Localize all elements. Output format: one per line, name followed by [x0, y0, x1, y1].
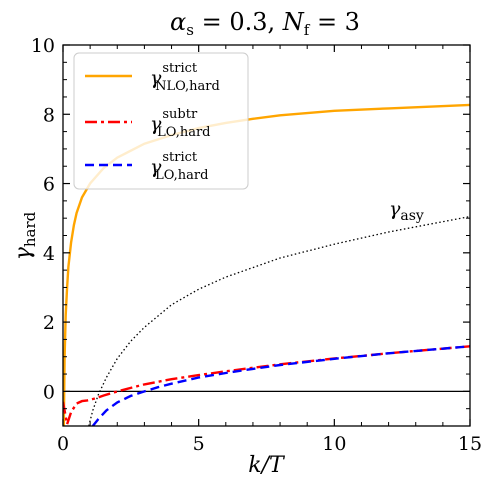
y-axis-title: γhard: [11, 211, 39, 260]
legend: γstrict NLO,hard γsubtr LO,hard γstrict LO,…: [73, 52, 249, 190]
series-line-subtr: [63, 345, 470, 425]
axis-ticks: 0 5 10 15 0 2 4 6 8 10: [31, 35, 482, 455]
series-line-strict: [91, 345, 470, 426]
y-tick-label: 10: [31, 35, 55, 57]
x-tick-label: 5: [193, 433, 205, 455]
x-tick-label: 15: [458, 433, 482, 455]
x-axis-title: k/T: [248, 453, 286, 478]
y-tick-label: 8: [43, 104, 55, 126]
x-tick-label: 0: [57, 433, 69, 455]
x-tick-label: 10: [322, 433, 346, 455]
y-tick-label: 6: [43, 174, 55, 196]
asy-annotation: γasy: [389, 198, 424, 224]
legend-box: [73, 52, 249, 190]
legend-label-strict: γstrict LO,hard: [150, 150, 208, 183]
legend-label-nlo: γstrict NLO,hard: [150, 61, 220, 94]
series-line-asy: [88, 215, 470, 426]
legend-label-subtr: γsubtr LO,hard: [150, 107, 211, 140]
chart-title: αs = 0.3, Nf = 3: [170, 8, 360, 39]
y-tick-label: 0: [43, 381, 55, 403]
y-tick-label: 2: [43, 312, 55, 334]
y-tick-label: 4: [43, 243, 55, 265]
